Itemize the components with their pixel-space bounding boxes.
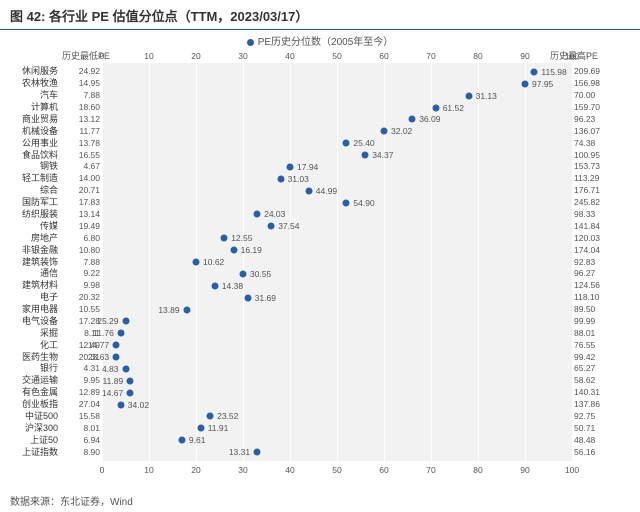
data-value-label: 36.09 — [419, 114, 440, 124]
data-value-label: 37.54 — [278, 221, 299, 231]
data-value-label: 4.83 — [102, 364, 119, 374]
data-value-label: 24.03 — [264, 209, 285, 219]
data-value-label: 23.63 — [88, 352, 109, 362]
data-value-label: 9.61 — [189, 435, 206, 445]
data-dot — [254, 449, 261, 456]
data-dot — [305, 187, 312, 194]
category-label: 上证指数 — [0, 446, 58, 459]
data-value-label: 31.13 — [476, 91, 497, 101]
data-dot — [117, 401, 124, 408]
data-dot — [211, 282, 218, 289]
source-label: 数据来源：东北证券，Wind — [10, 493, 133, 508]
data-value-label: 25.40 — [353, 138, 374, 148]
data-dot — [268, 223, 275, 230]
data-dot — [343, 199, 350, 206]
chart-title: 图 42: 各行业 PE 估值分位点（TTM，2023/03/17） — [0, 0, 640, 30]
xtick-label: 10 — [144, 51, 153, 61]
data-value-label: 14.38 — [222, 281, 243, 291]
data-dot — [127, 389, 134, 396]
xtick-label: 80 — [473, 51, 482, 61]
data-value-label: 25.29 — [97, 316, 118, 326]
data-value-label: 11.76 — [93, 328, 114, 338]
xtick-label: 20 — [191, 51, 200, 61]
data-dot — [207, 413, 214, 420]
xtick-label: 0 — [100, 465, 105, 475]
legend: PE历史分位数（2005年至今） — [0, 30, 640, 49]
data-value-label: 10.62 — [203, 257, 224, 267]
xtick-label: 10 — [144, 465, 153, 475]
data-value-label: 23.52 — [217, 411, 238, 421]
data-value-label: 44.99 — [316, 186, 337, 196]
data-dot — [254, 211, 261, 218]
data-dot — [113, 354, 120, 361]
data-dot — [178, 437, 185, 444]
data-dot — [244, 294, 251, 301]
xtick-label: 80 — [473, 465, 482, 475]
data-dot — [432, 104, 439, 111]
data-value-label: 115.98 — [541, 67, 566, 77]
data-value-label: 54.90 — [353, 198, 374, 208]
data-value-label: 30.55 — [250, 269, 271, 279]
xtick-label: 90 — [520, 51, 529, 61]
data-value-label: 14.77 — [88, 340, 109, 350]
data-dot — [183, 306, 190, 313]
xtick-label: 70 — [426, 51, 435, 61]
data-dot — [240, 270, 247, 277]
xtick-label: 50 — [332, 51, 341, 61]
data-value-label: 13.31 — [229, 447, 250, 457]
legend-label: PE历史分位数（2005年至今） — [258, 37, 394, 48]
xtick-label: 60 — [379, 51, 388, 61]
xtick-label: 20 — [191, 465, 200, 475]
data-value-label: 32.02 — [391, 126, 412, 136]
data-value-label: 97.95 — [532, 79, 553, 89]
legend-dot-icon — [247, 39, 254, 46]
data-dot — [197, 425, 204, 432]
data-dot — [531, 68, 538, 75]
data-dot — [193, 259, 200, 266]
xtick-label: 70 — [426, 465, 435, 475]
data-value-label: 61.52 — [443, 103, 464, 113]
data-dot — [362, 152, 369, 159]
data-dot — [117, 330, 124, 337]
data-value-label: 31.03 — [288, 174, 309, 184]
chart-area: 历史最低PE 历史最高PE 0102030405060708090100 010… — [0, 49, 640, 481]
data-value-label: 16.19 — [241, 245, 262, 255]
data-dot — [287, 163, 294, 170]
xtick-label: 40 — [285, 51, 294, 61]
data-row: 上证指数8.90 56.16 13.31 — [0, 446, 640, 459]
data-dot — [343, 140, 350, 147]
data-dot — [277, 175, 284, 182]
data-dot — [381, 128, 388, 135]
xtick-label: 60 — [379, 465, 388, 475]
xtick-label: 90 — [520, 465, 529, 475]
max-pe-label: 56.16 — [574, 446, 636, 459]
data-value-label: 14.67 — [102, 388, 123, 398]
data-dot — [522, 80, 529, 87]
data-dot — [113, 342, 120, 349]
data-value-label: 34.37 — [372, 150, 393, 160]
data-dot — [122, 365, 129, 372]
xtick-label: 0 — [100, 51, 105, 61]
xtick-label: 30 — [238, 465, 247, 475]
xtick-label: 30 — [238, 51, 247, 61]
min-pe-label: 8.90 — [60, 446, 100, 459]
data-value-label: 17.94 — [297, 162, 318, 172]
data-dot — [230, 247, 237, 254]
data-value-label: 11.91 — [208, 423, 229, 433]
data-value-label: 13.89 — [158, 305, 179, 315]
xtick-label: 100 — [565, 465, 579, 475]
data-dot — [122, 318, 129, 325]
data-value-label: 12.55 — [231, 233, 252, 243]
data-dot — [409, 116, 416, 123]
data-dot — [465, 92, 472, 99]
data-dot — [127, 377, 134, 384]
data-value-label: 31.69 — [255, 293, 276, 303]
xtick-label: 50 — [332, 465, 341, 475]
data-value-label: 34.02 — [128, 400, 149, 410]
xtick-label: 40 — [285, 465, 294, 475]
xtick-label: 100 — [565, 51, 579, 61]
data-value-label: 11.89 — [103, 376, 124, 386]
data-dot — [221, 235, 228, 242]
